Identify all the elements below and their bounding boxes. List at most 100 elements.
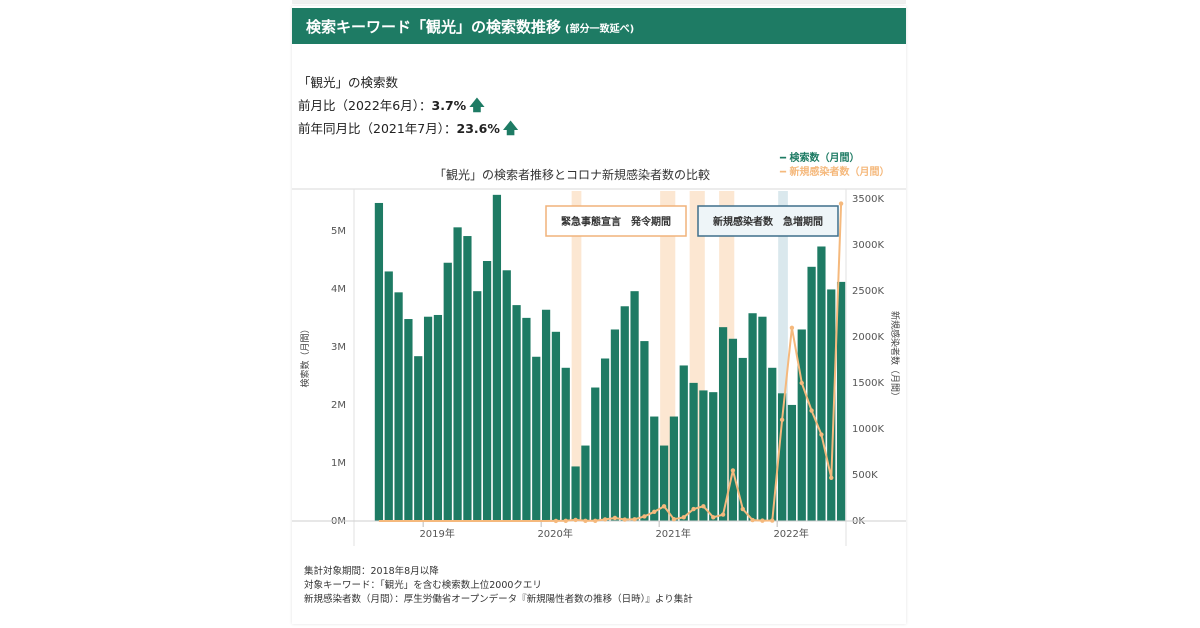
bar [787,404,797,521]
chart-title: 「観光」の検索者推移とコロナ新規感染者数の比較 [434,168,711,182]
bar [807,266,816,521]
infections-point [819,432,824,437]
bar [423,316,433,521]
emergency-period-label-box [545,205,687,237]
kpi-yoy-value: 23.6% [456,121,500,136]
bar [827,289,836,521]
bar [758,316,767,521]
report-title: 検索キーワード「観光」の検索数推移 [306,17,562,36]
bar [404,319,413,521]
infections-point [740,506,745,512]
infections-point [770,518,775,523]
top-strip [292,0,906,4]
infections-point [642,514,647,519]
bar [551,331,561,521]
bar [738,357,747,521]
x-tick-label: 2022年 [773,527,808,540]
chart-legend: ━ 検索数（月間） ━ 新規感染者数（月間） [780,152,890,180]
infections-point [563,518,568,524]
infections-point [622,517,627,522]
y-tick-label-right: 500K [852,470,878,481]
x-tick-label: 2020年 [537,527,572,540]
infections-point [652,509,657,514]
bar [620,306,629,521]
bar [768,367,777,521]
bar [817,246,826,521]
bar [709,392,718,521]
combo-chart: 0M1M2M3M4M5M0K500K1000K1500K2000K2500K30… [292,188,906,546]
bar [650,416,659,521]
kpi-heading: 「観光」の検索数 [298,75,399,90]
bar [522,317,531,521]
infections-point [789,325,795,330]
bar [414,356,423,521]
bar [718,327,728,521]
legend-item-infections: ━ 新規感染者数（月間） [780,167,890,178]
kpi-mom-label: 前月比（2022年6月）： [298,98,432,113]
bar [374,202,384,521]
y-tick-label-left: 4M [331,284,346,295]
y-axis-title-right: 新規感染者数（月間） [889,311,901,401]
surge-period-label: 新規感染者数 急増期間 [713,215,823,228]
bar [836,281,846,521]
report-subtitle: (部分一致延べ) [565,24,635,35]
x-tick-label: 2021年 [655,527,690,540]
up-arrow-icon: 🡅 [469,96,485,114]
y-tick-label-right: 3000K [852,240,884,251]
bar [640,341,649,521]
footnote: 集計対象期間：2018年8月以降 [304,566,439,577]
bar [482,261,492,521]
infections-point [632,517,637,522]
bar [689,382,698,521]
infections-point [829,475,834,480]
up-arrow-icon: 🡅 [502,119,519,137]
bar [630,291,639,521]
bar [541,309,551,521]
bar [453,227,462,521]
kpi-yoy-label: 前年同月比（2021年7月）： [298,121,457,136]
bar [463,236,472,521]
report-banner: 検索キーワード「観光」の検索数推移 (部分一致延べ) [292,8,906,44]
bar [610,329,620,521]
footnote: 新規感染者数（月間）：厚生労働省オープンデータ『新規陽性者数の推移（日時）』より… [304,594,693,605]
infections-point [593,518,598,524]
kpi-mom-value: 3.7% [431,98,467,113]
surge-period-band [778,191,788,521]
bar [561,367,570,521]
bar [669,416,679,521]
y-tick-label-left: 1M [331,458,346,469]
bar [728,338,738,521]
x-tick-label: 2019年 [419,527,454,540]
infections-point [573,517,578,523]
y-tick-label-left: 2M [331,400,346,411]
infections-point [602,517,608,522]
bar [748,313,757,521]
bar [492,194,502,521]
y-tick-label-right: 2000K [852,332,884,343]
infections-point [583,518,588,523]
infections-point [730,468,736,473]
infections-point [681,515,686,520]
emergency-period-band [571,191,582,521]
infections-point [838,201,844,206]
infections-point [661,504,667,509]
y-tick-label-left: 3M [331,342,346,353]
bar [433,314,443,521]
infections-point [779,417,785,422]
infections-point [720,512,726,517]
infections-point [750,517,755,523]
y-tick-label-right: 3500K [852,194,884,205]
legend-item-search: ━ 検索数（月間） [780,153,860,164]
bar [502,270,511,521]
emergency-period-label: 緊急事態宣言 発令期間 [561,215,671,228]
bar [394,292,403,521]
bar [777,393,787,521]
footnote: 対象キーワード：「観光」を含む検索数上位2000クエリ [304,580,542,591]
bar [532,356,541,521]
bar [591,387,600,521]
infections-point [691,506,696,512]
infections-point [671,516,677,522]
bar [473,291,482,521]
infections-point [701,504,706,509]
y-tick-label-right: 2500K [852,286,884,297]
